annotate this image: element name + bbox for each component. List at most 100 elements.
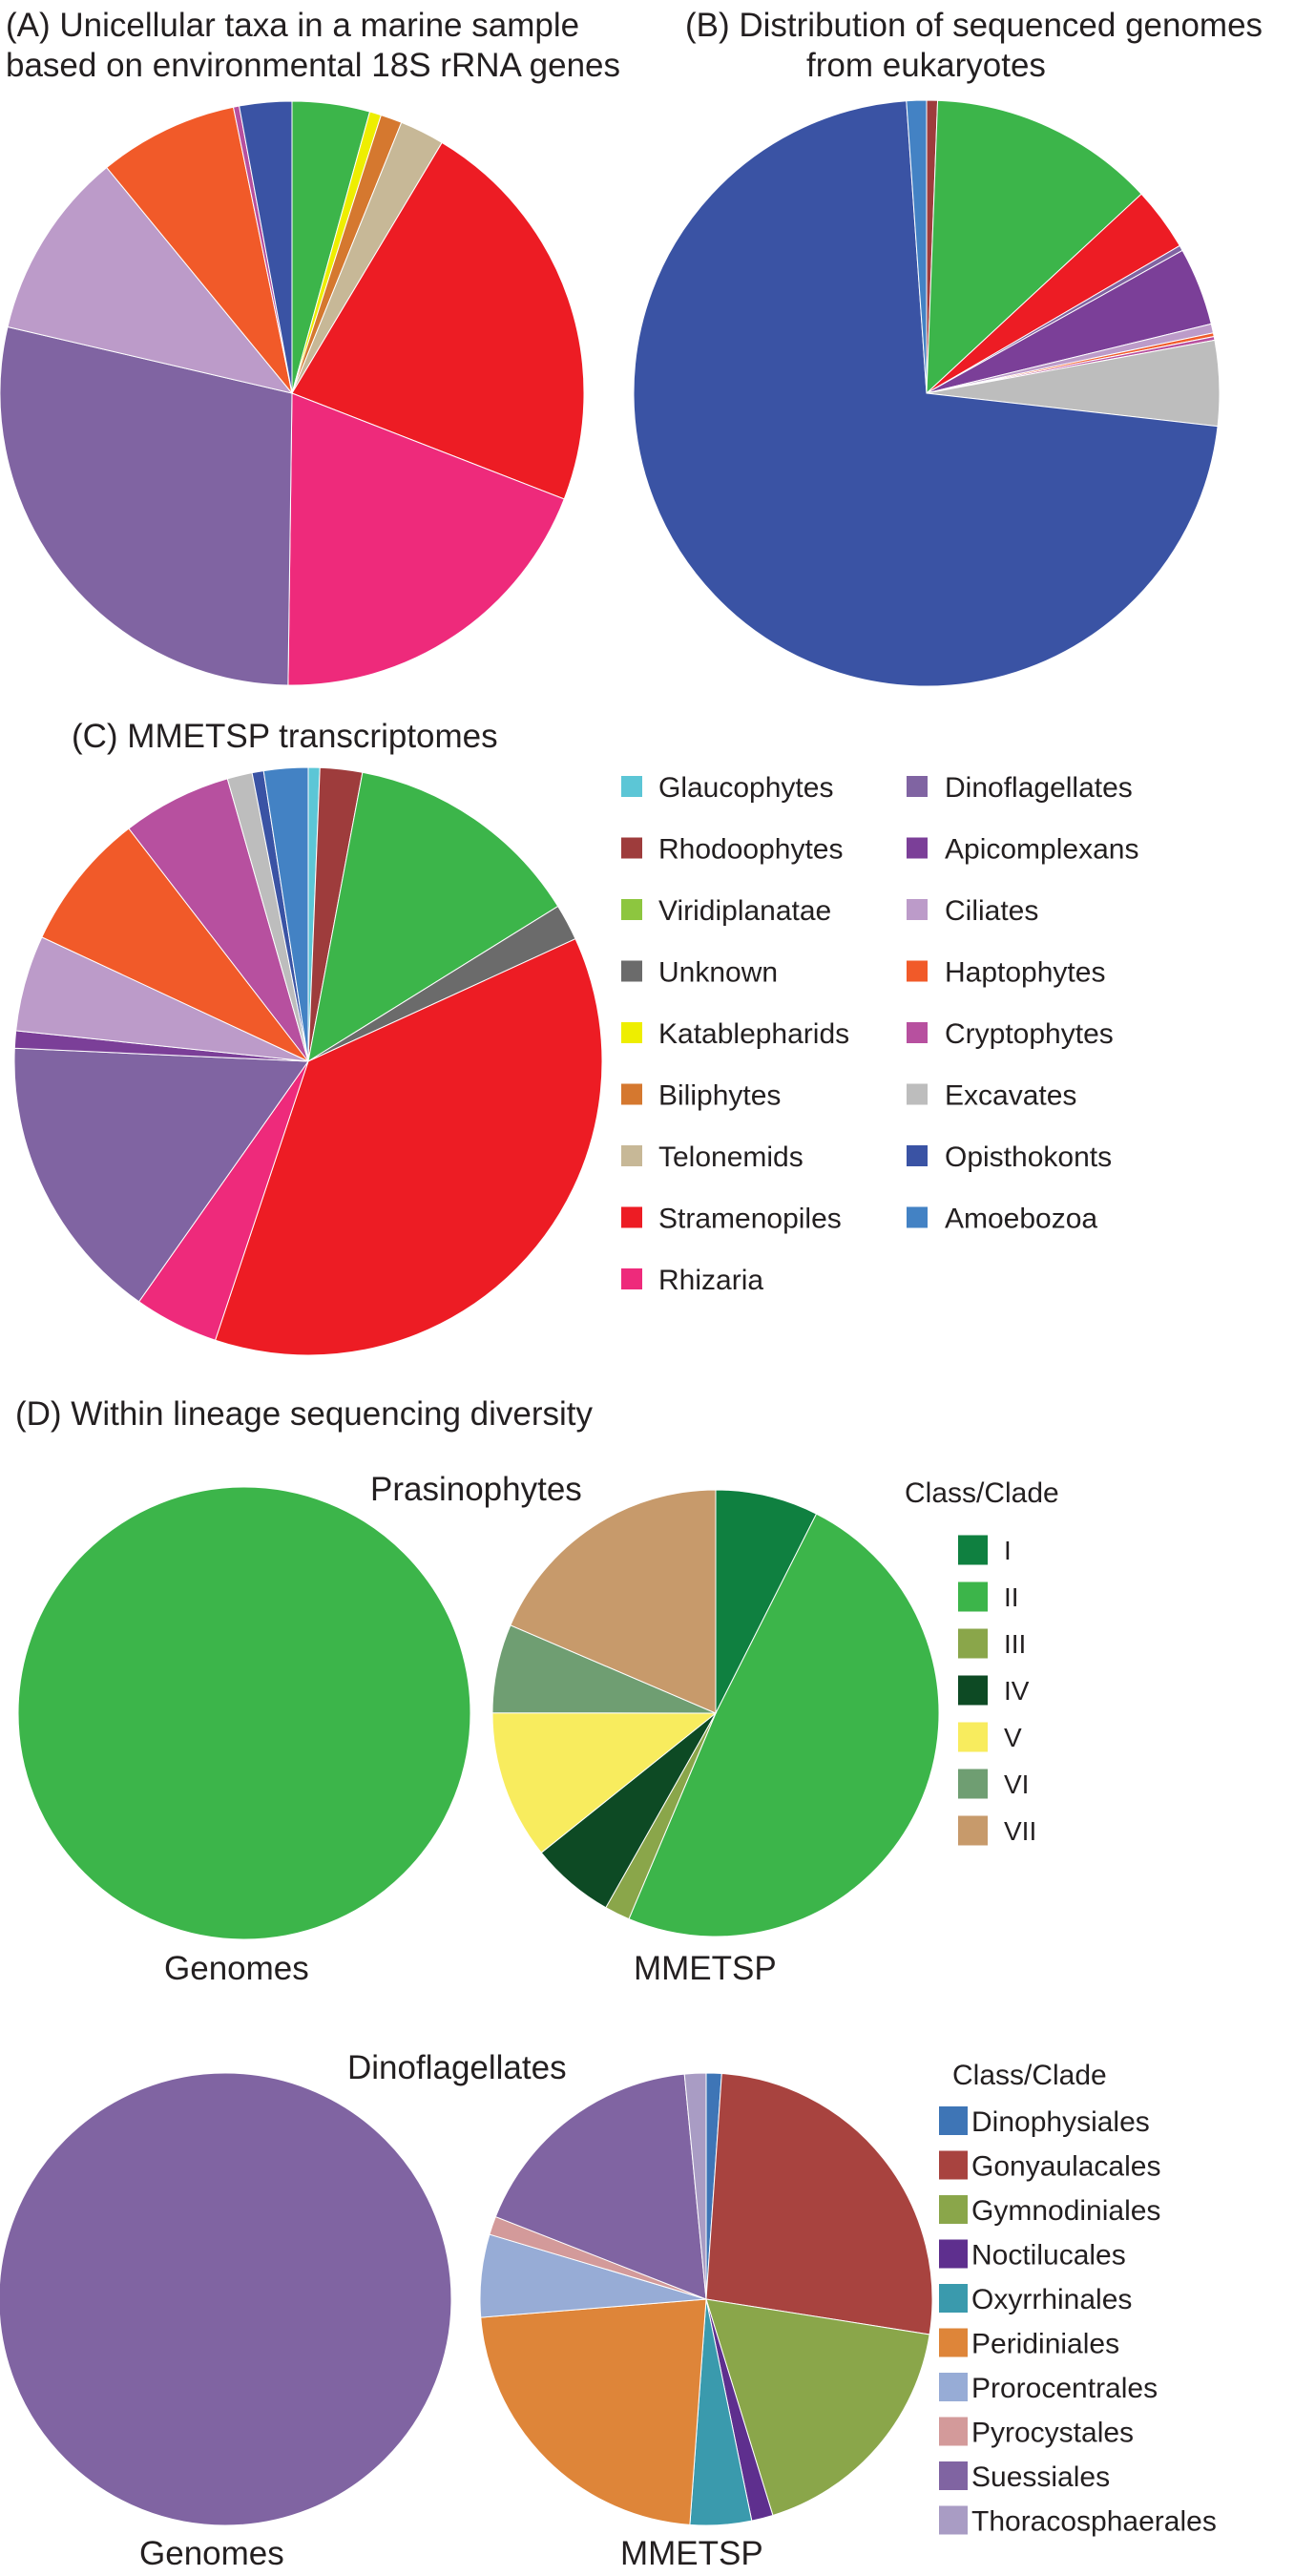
- panel-b: (B) Distribution of sequenced genomes fr…: [633, 7, 1263, 687]
- legend-label-apicomplexans: Apicomplexans: [945, 833, 1138, 865]
- legend-label-thoracosphaerales: Thoracosphaerales: [971, 2505, 1217, 2537]
- legend-label-telonemids: Telonemids: [658, 1141, 804, 1173]
- legend-swatch-gonyaulacales: [939, 2150, 968, 2180]
- pie-slice-amoebozoa: [262, 766, 309, 1062]
- pie-slice-haptophytes: [106, 106, 293, 394]
- pie-slice-stramenopiles: [214, 938, 603, 1356]
- legend-swatch-rhodoophytes: [621, 837, 642, 859]
- legend-swatch-i: [958, 1535, 988, 1565]
- legend-label-rhizaria: Rhizaria: [658, 1265, 763, 1296]
- prasino-mmetsp-label: MMETSP: [634, 1950, 777, 1987]
- legend-label-excavates: Excavates: [945, 1079, 1076, 1111]
- panel-b-title: (B) Distribution of sequenced genomes: [685, 7, 1263, 44]
- legend-label-pyrocystales: Pyrocystales: [971, 2417, 1134, 2448]
- legend-swatch-haptophytes: [907, 960, 928, 982]
- pie-slice-ciliates: [7, 166, 294, 394]
- panel-a: (A) Unicellular taxa in a marine sample …: [0, 7, 620, 686]
- legend-swatch-excavates: [907, 1083, 928, 1105]
- prasinophytes-title: Prasinophytes: [370, 1471, 582, 1508]
- pie-slice-v: [491, 1712, 718, 1853]
- legend-label-i: I: [1004, 1536, 1012, 1565]
- legend-swatch-unknown: [621, 960, 642, 982]
- pie-slice-dinoflagellates: [13, 1047, 309, 1303]
- pie-slice-opisthokonts: [239, 100, 293, 394]
- legend-swatch-biliphytes: [621, 1083, 642, 1105]
- pie-dino-genomes: [0, 2072, 452, 2526]
- dino-legend: Dinophysiales Gonyaulacales Gymnodiniales N…: [939, 2106, 1217, 2537]
- pie-slice-viridiplanatae: [307, 771, 559, 1063]
- legend-label-peridiniales: Peridiniales: [971, 2328, 1119, 2359]
- panel-a-title: (A) Unicellular taxa in a marine sample: [6, 7, 579, 44]
- legend-label-opisthokonts: Opisthokonts: [945, 1141, 1112, 1173]
- legend-label-unknown: Unknown: [658, 956, 778, 988]
- pie-slice-viridiplanatae: [926, 99, 1142, 395]
- legend-swatch-cryptophytes: [907, 1022, 928, 1043]
- legend-label-amoebozoa: Amoebozoa: [945, 1203, 1097, 1234]
- pie-chart-a: [0, 100, 585, 686]
- legend-swatch-rhizaria: [621, 1268, 642, 1289]
- legend-swatch-apicomplexans: [907, 837, 928, 859]
- legend-label-katablepharids: Katablepharids: [658, 1018, 849, 1050]
- dinoflagellates-title: Dinoflagellates: [347, 2049, 567, 2086]
- legend-swatch-dinoflagellates: [907, 776, 928, 797]
- legend-label-biliphytes: Biliphytes: [658, 1079, 781, 1111]
- legend-label-iv: IV: [1004, 1676, 1030, 1706]
- legend-swatch-vii: [958, 1815, 988, 1846]
- legend-swatch-prorocentrales: [939, 2373, 968, 2401]
- pie-chart-b: [633, 99, 1221, 687]
- legend-label-vii: VII: [1004, 1816, 1036, 1846]
- legend-swatch-ciliates: [907, 899, 928, 920]
- panel-d-title: (D) Within lineage sequencing diversity: [15, 1395, 593, 1433]
- pie-slice-i: [715, 1489, 818, 1714]
- legend-label-cryptophytes: Cryptophytes: [945, 1018, 1114, 1050]
- legend-label-suessiales: Suessiales: [971, 2461, 1110, 2493]
- pie-dino-mmetsp: [479, 2072, 933, 2526]
- legend-label-oxyrrhinales: Oxyrrhinales: [971, 2284, 1132, 2315]
- legend-label-ciliates: Ciliates: [945, 895, 1038, 927]
- legend-label-haptophytes: Haptophytes: [945, 956, 1105, 988]
- panel-d: (D) Within lineage sequencing diversity …: [0, 1395, 1217, 2572]
- dino-mmetsp-label: MMETSP: [620, 2535, 763, 2572]
- pie-prasino-mmetsp: [491, 1489, 940, 1937]
- panel-c-title: (C) MMETSP transcriptomes: [72, 718, 498, 755]
- pie-slice-gymnodiniales: [705, 2298, 930, 2517]
- legend-label-noctilucales: Noctilucales: [971, 2239, 1126, 2271]
- legend-label-stramenopiles: Stramenopiles: [658, 1203, 842, 1234]
- pie-slice-ii: [17, 1486, 471, 1940]
- pie-slice-dinoflagellates: [0, 325, 293, 686]
- legend-label-ii: II: [1004, 1582, 1019, 1612]
- legend-swatch-viridiplanatae: [621, 899, 642, 920]
- legend-label-vi: VI: [1004, 1770, 1029, 1799]
- panel-a-title-line2: based on environmental 18S rRNA genes: [6, 47, 620, 84]
- legend-label-v: V: [1004, 1723, 1022, 1752]
- legend-label-gymnodiniales: Gymnodiniales: [971, 2195, 1160, 2227]
- legend-label-rhodoophytes: Rhodoophytes: [658, 833, 843, 865]
- pie-prasino-genomes: [17, 1486, 471, 1940]
- legend-swatch-vi: [958, 1769, 988, 1799]
- dino-genomes-label: Genomes: [139, 2535, 284, 2572]
- legend-swatch-stramenopiles: [621, 1206, 642, 1228]
- prasino-genomes-label: Genomes: [164, 1950, 309, 1987]
- pie-slice-suessiales: [0, 2072, 452, 2526]
- legend-swatch-noctilucales: [939, 2239, 968, 2269]
- legend-swatch-glaucophytes: [621, 776, 642, 797]
- dino-legend-title: Class/Clade: [952, 2060, 1107, 2091]
- pie-slice-opisthokonts: [633, 100, 1219, 687]
- legend-swatch-peridiniales: [939, 2328, 968, 2357]
- pie-slice-peridiniales: [480, 2298, 707, 2525]
- prasino-legend-title: Class/Clade: [905, 1477, 1059, 1509]
- legend-swatch-amoebozoa: [907, 1206, 928, 1228]
- legend-label-dinoflagellates: Dinoflagellates: [945, 772, 1133, 804]
- legend-swatch-katablepharids: [621, 1022, 642, 1043]
- legend-label-viridiplanatae: Viridiplanatae: [658, 895, 831, 927]
- pie-slice-haptophytes: [41, 827, 309, 1062]
- panel-b-title-line2: from eukaryotes: [806, 47, 1046, 84]
- legend-label-glaucophytes: Glaucophytes: [658, 772, 833, 804]
- legend-label-dinophysiales: Dinophysiales: [971, 2106, 1150, 2138]
- legend-swatch-v: [958, 1722, 988, 1752]
- pie-chart-c: [13, 766, 603, 1356]
- legend-swatch-telonemids: [621, 1145, 642, 1166]
- legend-swatch-iv: [958, 1675, 988, 1706]
- panel-c: (C) MMETSP transcriptomes Glaucophytes Rh…: [13, 718, 1138, 1356]
